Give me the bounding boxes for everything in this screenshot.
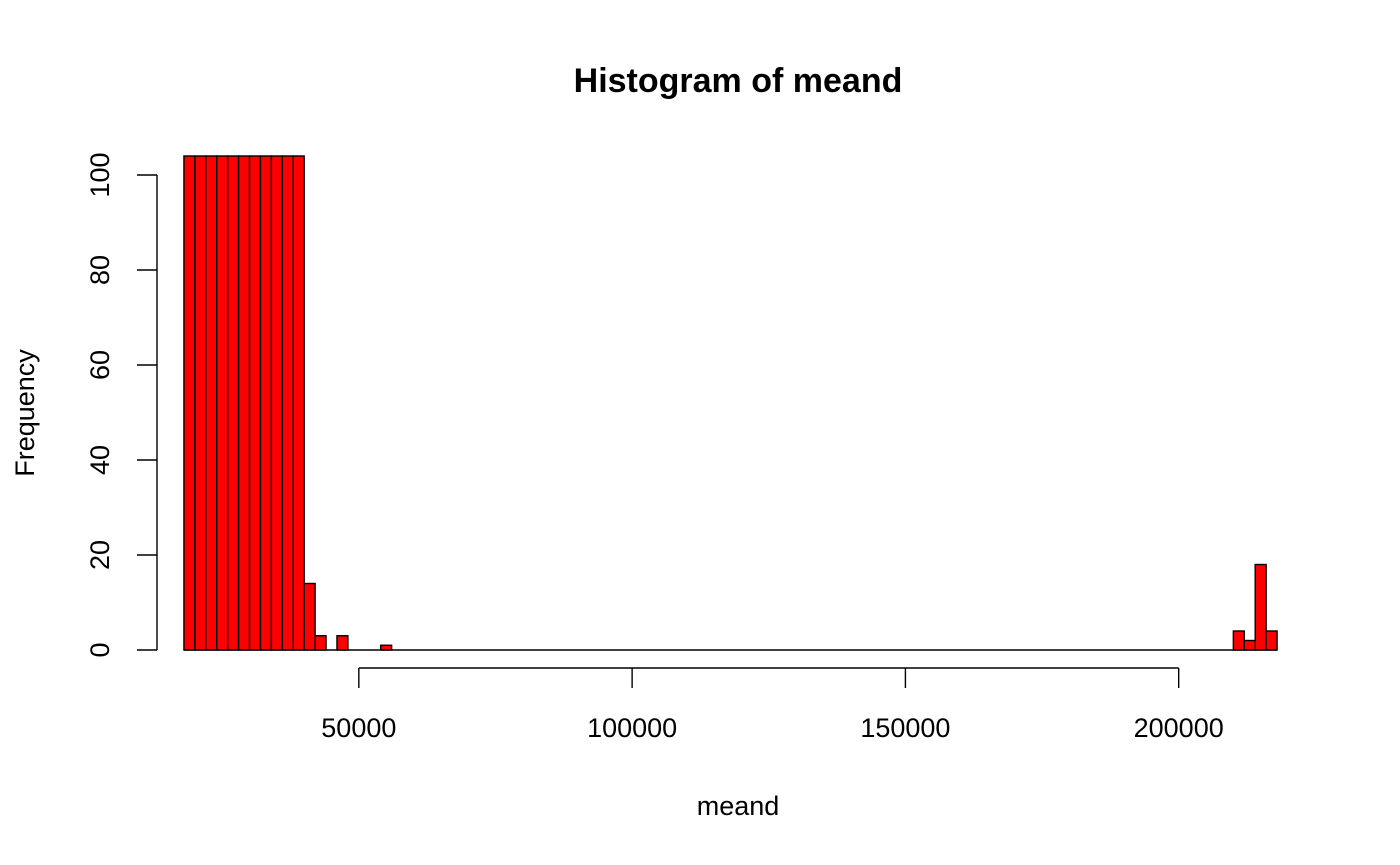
y-tick-label: 0 (85, 642, 115, 657)
x-tick-label: 100000 (587, 713, 677, 743)
y-tick-label: 60 (85, 350, 115, 380)
histogram-bar (303, 582, 316, 651)
x-axis: 50000 100000 150000 200000 (321, 667, 1224, 743)
bars-group (183, 155, 1278, 651)
histogram-bar (1232, 630, 1245, 651)
histogram-bar (281, 155, 294, 651)
histogram-bar (1254, 563, 1267, 651)
y-tick-label: 40 (85, 445, 115, 475)
histogram-bar (216, 155, 229, 651)
histogram-bar (379, 644, 393, 651)
histogram-bar (248, 155, 262, 651)
histogram-bar (183, 155, 196, 651)
histogram-bar (336, 635, 349, 651)
histogram-bar (1265, 630, 1278, 651)
x-tick-label: 50000 (321, 713, 396, 743)
histogram-bar (259, 155, 273, 651)
histogram-bar (314, 635, 327, 651)
histogram-bar (270, 155, 284, 651)
histogram-bar (1243, 639, 1256, 651)
x-tick-label: 200000 (1134, 713, 1224, 743)
histogram-bar (237, 155, 251, 651)
histogram-bar (226, 155, 240, 651)
y-tick-label: 80 (85, 255, 115, 285)
histogram-bar (205, 155, 218, 651)
x-tick-label: 150000 (860, 713, 950, 743)
y-axis-label: Frequency (10, 349, 40, 477)
histogram-bar (292, 155, 305, 651)
y-tick-label: 20 (85, 540, 115, 570)
x-axis-label: meand (697, 791, 780, 821)
y-axis: 0 20 40 60 80 100 (85, 152, 158, 658)
y-tick-label: 100 (85, 152, 115, 197)
histogram-bar (194, 155, 207, 651)
chart-title: Histogram of meand (574, 62, 903, 100)
